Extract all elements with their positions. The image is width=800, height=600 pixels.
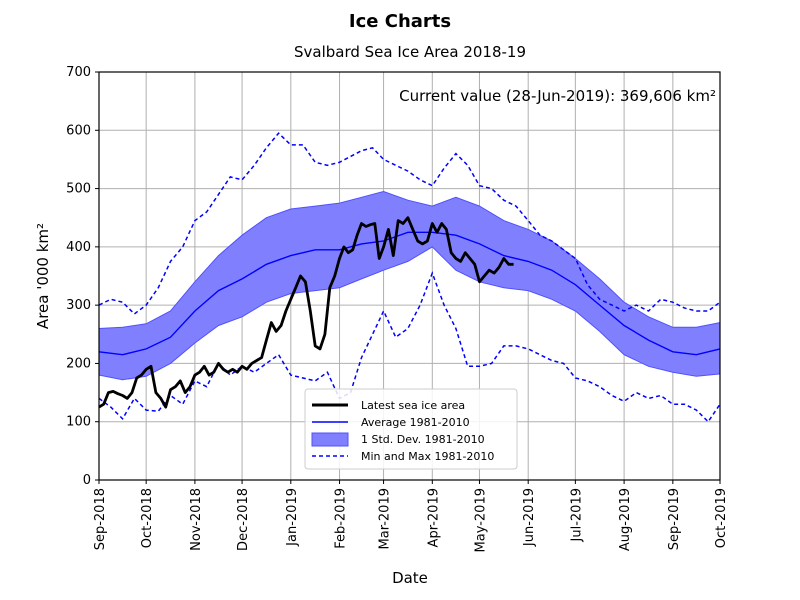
legend-swatch-stddev [311, 432, 349, 447]
x-tick-label: Sep-2018 [93, 488, 108, 550]
chart-title: Ice Charts [349, 11, 451, 32]
legend-label-stddev: 1 Std. Dev. 1981-2010 [361, 433, 485, 446]
y-tick-label: 600 [66, 123, 91, 138]
max-line [98, 132, 721, 315]
x-tick-label: Jun-2019 [522, 488, 537, 547]
x-tick-label: Feb-2019 [334, 488, 349, 549]
plot-frame [98, 71, 721, 481]
x-tick-label: May-2019 [473, 488, 488, 552]
x-tick-label: Sep-2019 [667, 488, 682, 550]
legend-label-minmax: Min and Max 1981-2010 [361, 450, 494, 463]
x-tick-label: Mar-2019 [378, 488, 393, 549]
x-tick-label: Oct-2018 [140, 488, 155, 548]
chart-subtitle: Svalbard Sea Ice Area 2018-19 [294, 43, 526, 61]
y-tick-label: 200 [66, 356, 91, 371]
x-axis: Sep-2018 Oct-2018 Nov-2018 Dec-2018 Jan-2019… [93, 480, 729, 552]
y-tick-label: 400 [66, 240, 91, 255]
y-tick-label: 100 [66, 415, 91, 430]
latest-line [98, 216, 514, 409]
legend: Latest sea ice area Average 1981-2010 1 … [304, 388, 518, 470]
min-line [98, 270, 721, 423]
x-tick-label: Dec-2018 [236, 488, 251, 551]
current-value-annotation: Current value (28-Jun-2019): 369,606 km² [399, 87, 716, 105]
legend-label-latest: Latest sea ice area [361, 399, 465, 412]
legend-box [304, 388, 518, 470]
x-tick-label: Nov-2018 [189, 488, 204, 551]
y-tick-label: 300 [66, 298, 91, 313]
y-tick-label: 0 [83, 473, 91, 488]
y-axis: 0 100 200 300 400 500 600 700 [66, 65, 99, 488]
x-tick-label: Aug-2019 [618, 488, 633, 551]
x-tick-label: Jan-2019 [285, 488, 300, 547]
x-tick-label: Apr-2019 [426, 488, 441, 547]
y-tick-label: 700 [66, 65, 91, 80]
y-tick-label: 500 [66, 182, 91, 197]
x-tick-label: Jul-2019 [569, 488, 584, 542]
x-tick-label: Oct-2019 [714, 488, 729, 548]
legend-label-average: Average 1981-2010 [361, 416, 470, 429]
series-layer [98, 132, 721, 423]
average-line [98, 231, 721, 356]
y-axis-label: Area '000 km² [34, 223, 52, 329]
x-axis-label: Date [392, 569, 428, 587]
